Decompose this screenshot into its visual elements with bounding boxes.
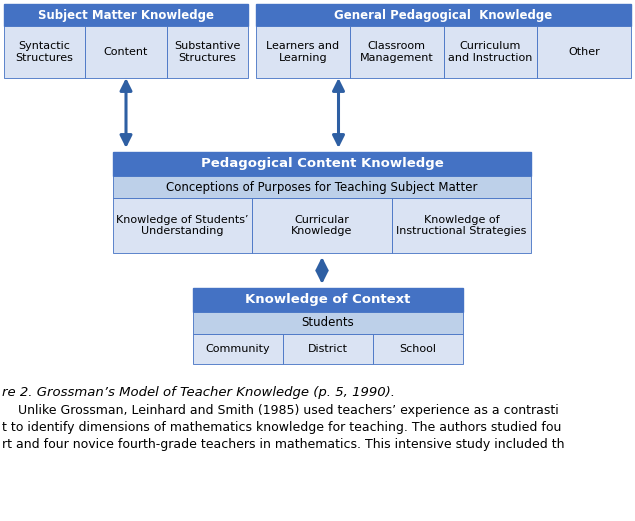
Text: Learners and
Learning: Learners and Learning bbox=[266, 41, 340, 63]
Text: Content: Content bbox=[104, 47, 148, 57]
Bar bbox=[166, 26, 248, 78]
Bar bbox=[4, 4, 248, 26]
Bar bbox=[537, 26, 631, 78]
Bar bbox=[85, 26, 166, 78]
Text: Community: Community bbox=[206, 344, 271, 354]
Bar bbox=[193, 288, 463, 312]
Bar bbox=[193, 312, 463, 334]
Text: Classroom
Management: Classroom Management bbox=[360, 41, 434, 63]
Text: Other: Other bbox=[568, 47, 600, 57]
Text: Subject Matter Knowledge: Subject Matter Knowledge bbox=[38, 8, 214, 21]
Bar bbox=[113, 176, 531, 198]
Text: District: District bbox=[308, 344, 348, 354]
Bar bbox=[4, 26, 85, 78]
Bar bbox=[350, 26, 443, 78]
Text: Pedagogical Content Knowledge: Pedagogical Content Knowledge bbox=[201, 157, 443, 170]
Text: General Pedagogical  Knowledge: General Pedagogical Knowledge bbox=[335, 8, 552, 21]
Text: t to identify dimensions of mathematics knowledge for teaching. The authors stud: t to identify dimensions of mathematics … bbox=[2, 421, 561, 434]
Text: Unlike Grossman, Leinhard and Smith (1985) used teachers’ experience as a contra: Unlike Grossman, Leinhard and Smith (198… bbox=[2, 404, 559, 417]
Bar bbox=[193, 334, 283, 364]
Bar bbox=[256, 26, 350, 78]
Text: rt and four novice fourth-grade teachers in mathematics. This intensive study in: rt and four novice fourth-grade teachers… bbox=[2, 438, 565, 451]
Text: Curriculum
and Instruction: Curriculum and Instruction bbox=[448, 41, 533, 63]
Text: Conceptions of Purposes for Teaching Subject Matter: Conceptions of Purposes for Teaching Sub… bbox=[166, 180, 478, 193]
Bar bbox=[113, 198, 252, 253]
Bar bbox=[373, 334, 463, 364]
Text: School: School bbox=[399, 344, 436, 354]
Text: Students: Students bbox=[302, 316, 354, 329]
Bar bbox=[283, 334, 373, 364]
Text: re 2. Grossman’s Model of Teacher Knowledge (p. 5, 1990).: re 2. Grossman’s Model of Teacher Knowle… bbox=[2, 386, 395, 399]
Bar bbox=[392, 198, 531, 253]
Text: Knowledge of
Instructional Strategies: Knowledge of Instructional Strategies bbox=[396, 215, 526, 237]
Text: Syntactic
Structures: Syntactic Structures bbox=[16, 41, 74, 63]
Bar bbox=[256, 4, 631, 26]
Text: Knowledge of Students’
Understanding: Knowledge of Students’ Understanding bbox=[116, 215, 249, 237]
Text: Knowledge of Context: Knowledge of Context bbox=[245, 293, 411, 306]
Text: Curricular
Knowledge: Curricular Knowledge bbox=[291, 215, 352, 237]
Bar bbox=[443, 26, 537, 78]
Bar bbox=[113, 152, 531, 176]
Bar bbox=[252, 198, 392, 253]
Text: Substantive
Structures: Substantive Structures bbox=[174, 41, 241, 63]
